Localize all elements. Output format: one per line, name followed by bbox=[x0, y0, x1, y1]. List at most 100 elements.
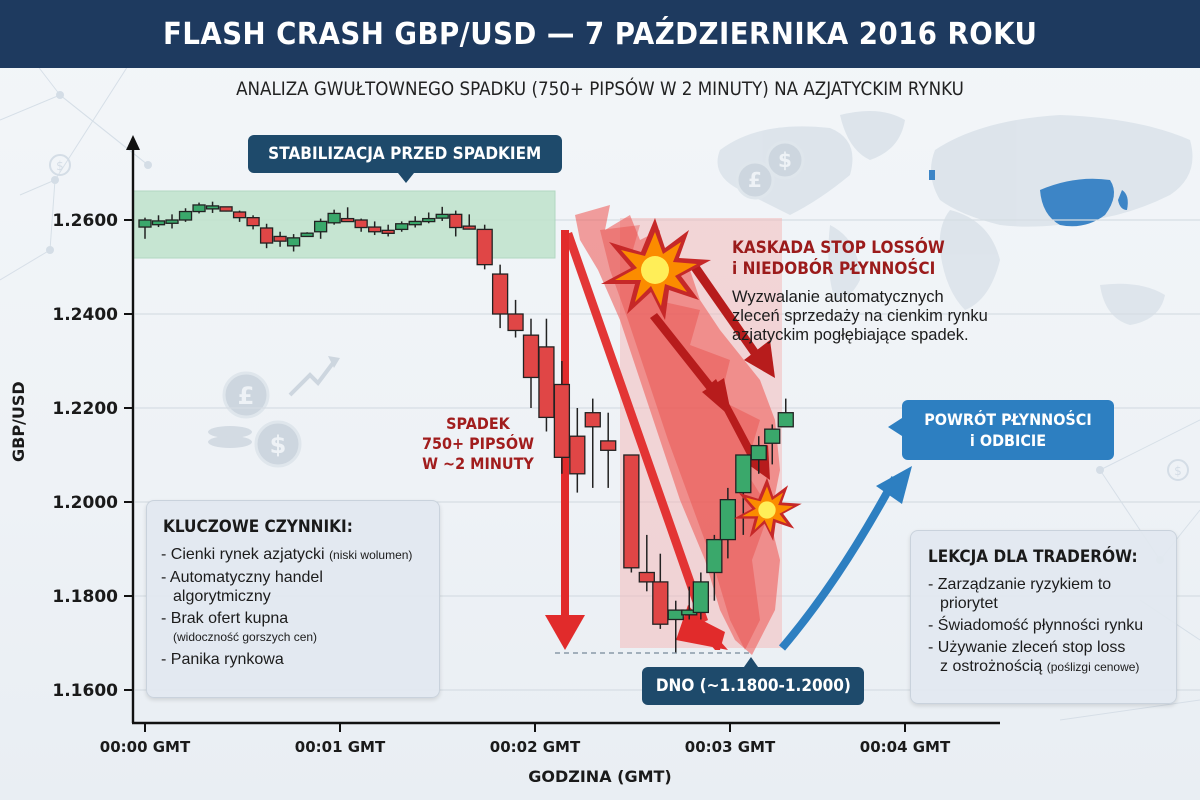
candle bbox=[422, 217, 436, 223]
candle bbox=[476, 228, 493, 266]
candle bbox=[507, 313, 524, 332]
candle bbox=[435, 213, 449, 219]
candle bbox=[340, 217, 355, 223]
svg-text:1.2400: 1.2400 bbox=[52, 305, 118, 325]
candle bbox=[286, 237, 301, 247]
pound-coin-icon: £ £ bbox=[222, 160, 775, 419]
svg-text:£: £ bbox=[238, 382, 255, 410]
candle bbox=[569, 435, 586, 475]
candle bbox=[178, 210, 193, 221]
candle bbox=[381, 229, 395, 234]
cascade-title-1: KASKADA STOP LOSSÓW bbox=[732, 238, 945, 258]
axes bbox=[126, 135, 1000, 725]
x-tick-label: 00:04 GMT bbox=[859, 738, 951, 756]
svg-text:1.2000: 1.2000 bbox=[52, 493, 118, 513]
candle bbox=[192, 204, 206, 213]
candle bbox=[777, 412, 794, 428]
list-item: - Brak ofert kupna (widoczność gorszych c… bbox=[161, 610, 318, 644]
dollar-coin-icon: $ $ bbox=[49, 154, 1189, 481]
candle bbox=[300, 232, 314, 238]
drop-line-3: W ~2 MINUTY bbox=[422, 454, 534, 473]
candle bbox=[462, 225, 476, 230]
x-tick-label: 00:01 GMT bbox=[294, 738, 386, 756]
key-factors-title: KLUCZOWE CZYNNIKI: bbox=[163, 517, 353, 537]
candle bbox=[719, 498, 737, 541]
candle bbox=[368, 226, 382, 233]
stabilization-label: STABILIZACJA PRZED SPADKIEM bbox=[268, 144, 542, 164]
list-item: - Panika rynkowa bbox=[161, 651, 284, 668]
candle bbox=[667, 609, 684, 621]
candle bbox=[205, 205, 220, 210]
list-item: - Świadomość płynności rynku bbox=[928, 617, 1144, 634]
cascade-title-2: i NIEDOBÓR PŁYNNOŚCI bbox=[732, 259, 936, 279]
cascade-annotation: KASKADA STOP LOSSÓW i NIEDOBÓR PŁYNNOŚCI… bbox=[732, 238, 992, 345]
list-item: - Automatyczny handel algorytmiczny bbox=[161, 569, 323, 605]
candle bbox=[638, 571, 655, 583]
list-item: - Cienki rynek azjatycki (niski wolumen) bbox=[161, 546, 413, 563]
candle bbox=[313, 220, 328, 233]
svg-text:1.2200: 1.2200 bbox=[52, 399, 118, 419]
list-item: - Używanie zleceń stop loss z ostrożności… bbox=[928, 639, 1140, 675]
rebound-line-2: i ODBICIE bbox=[969, 431, 1047, 450]
bottom-callout: DNO (~1.1800-1.2000) bbox=[642, 657, 864, 705]
candles bbox=[138, 201, 794, 653]
x-tick-label: 00:03 GMT bbox=[684, 738, 776, 756]
drop-line-1: SPADEK bbox=[446, 414, 510, 433]
cascade-description: Wyzwalanie automatycznych zleceń sprzeda… bbox=[732, 288, 988, 344]
rebound-arrow-icon bbox=[778, 466, 912, 651]
trader-lesson-list: - Zarządzanie ryzykiem to priorytet - Świ… bbox=[928, 575, 1173, 680]
candle bbox=[408, 220, 422, 226]
candle bbox=[706, 538, 723, 574]
candle bbox=[273, 235, 287, 242]
candle bbox=[584, 412, 601, 428]
drop-line-2: 750+ PIPSÓW bbox=[421, 434, 535, 453]
svg-text:$: $ bbox=[778, 148, 792, 172]
y-axis-label-text: GBP/USD bbox=[9, 381, 28, 462]
svg-text:£: £ bbox=[748, 168, 762, 192]
x-tick-label: 00:00 GMT bbox=[99, 738, 191, 756]
candle bbox=[623, 454, 640, 569]
explosion-icon bbox=[733, 477, 802, 541]
candle bbox=[165, 219, 179, 224]
candle bbox=[538, 346, 555, 419]
rebound-callout: POWRÓT PŁYNNOŚCI i ODBICIE bbox=[888, 400, 1114, 460]
page-title: FLASH CRASH GBP/USD — 7 PAŹDZIERNIKA 201… bbox=[162, 16, 1038, 52]
candle bbox=[259, 227, 274, 244]
list-item: - Zarządzanie ryzykiem to priorytet bbox=[928, 576, 1112, 612]
candle bbox=[692, 581, 709, 614]
title-bar: FLASH CRASH GBP/USD — 7 PAŹDZIERNIKA 201… bbox=[0, 0, 1200, 68]
drop-annotation: SPADEK 750+ PIPSÓW W ~2 MINUTY bbox=[393, 414, 563, 474]
svg-text:$: $ bbox=[1174, 464, 1182, 478]
rebound-line-1: POWRÓT PŁYNNOŚCI bbox=[924, 410, 1092, 429]
candle bbox=[327, 212, 341, 224]
svg-text:$: $ bbox=[56, 159, 64, 173]
key-factors-list: - Cienki rynek azjatycki (niski wolumen)… bbox=[161, 545, 436, 672]
explosion-icon bbox=[601, 218, 711, 320]
page-subtitle: ANALIZA GWUŁTOWNEGO SPADKU (750+ PIPSÓW … bbox=[236, 78, 964, 100]
dollar-coin-icon: $ $ bbox=[208, 140, 805, 468]
x-axis-label: GODZINA (GMT) bbox=[528, 767, 672, 786]
candle bbox=[246, 216, 260, 227]
candle bbox=[232, 211, 247, 219]
svg-text:1.1600: 1.1600 bbox=[52, 681, 118, 701]
trader-lesson-box: LEKCJA DLA TRADERÓW: - Zarządzanie ryzyk… bbox=[910, 530, 1177, 704]
y-axis-ticks: 1.2600 1.2400 1.2200 1.2000 1.1800 1.1600 bbox=[52, 211, 133, 701]
svg-text:1.2600: 1.2600 bbox=[52, 211, 118, 231]
candle bbox=[764, 428, 781, 444]
svg-text:$: $ bbox=[270, 431, 287, 459]
candle bbox=[395, 223, 409, 231]
bottom-label: DNO (~1.1800-1.2000) bbox=[655, 676, 851, 696]
asia-highlight bbox=[1040, 178, 1114, 227]
candle bbox=[600, 440, 617, 451]
candle bbox=[151, 220, 166, 226]
cascade-arrow-icon bbox=[650, 262, 775, 480]
candle bbox=[354, 219, 368, 229]
candle bbox=[138, 219, 152, 228]
trader-lesson-title: LEKCJA DLA TRADERÓW: bbox=[928, 547, 1138, 567]
candle bbox=[735, 454, 752, 494]
x-tick-label: 00:02 GMT bbox=[489, 738, 581, 756]
candle bbox=[491, 273, 509, 315]
y-axis-label: GBP/USD bbox=[2, 352, 32, 462]
candle bbox=[449, 213, 463, 229]
